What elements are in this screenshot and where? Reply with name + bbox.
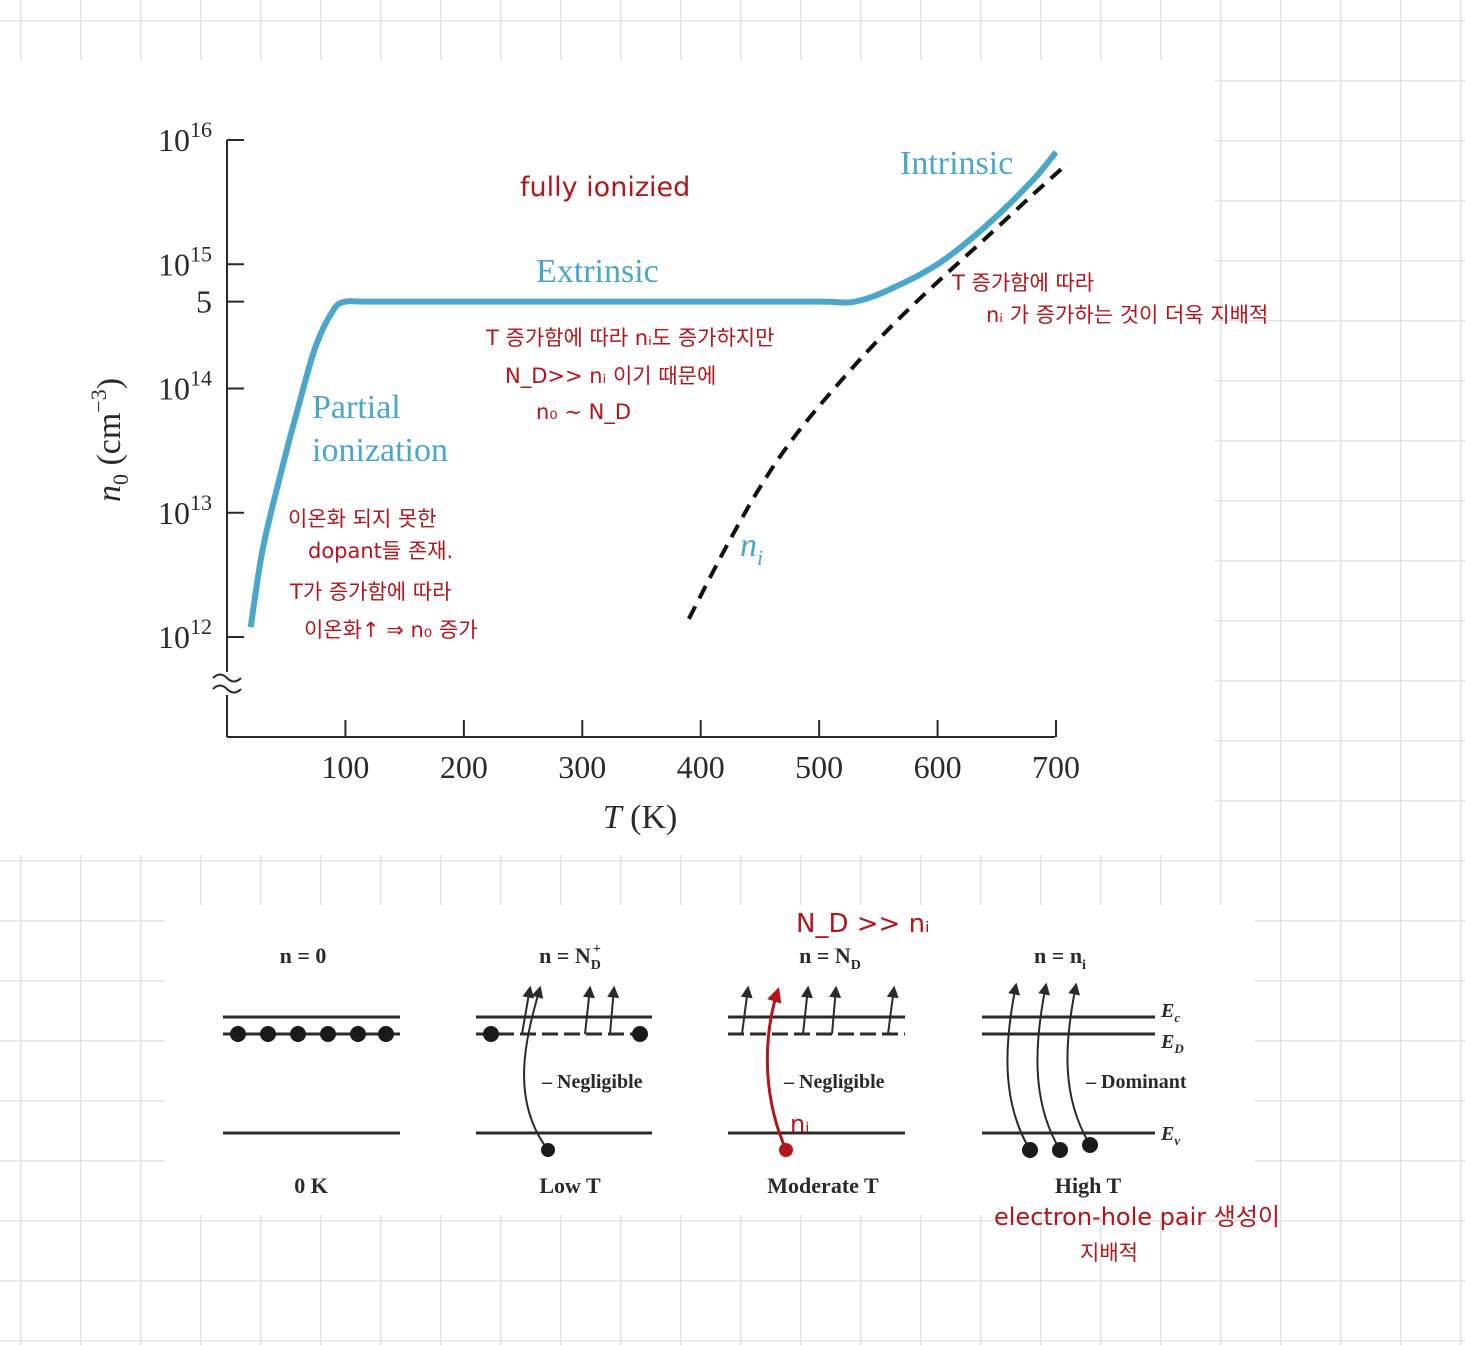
chart-panel xyxy=(0,60,1215,855)
note-extrinsic-line: n₀ ~ N_D xyxy=(536,400,631,425)
axes xyxy=(212,140,1055,738)
x-tick-label: 400 xyxy=(677,749,725,785)
y-tick-label: 1014 xyxy=(158,366,212,407)
note-partial-line: dopant들 존재. xyxy=(308,539,453,563)
note-partial-line: 이온화↑ ⇒ n₀ 증가 xyxy=(304,618,478,642)
x-tick-label: 200 xyxy=(440,749,488,785)
series-n0-line xyxy=(247,150,1059,628)
series-layer xyxy=(247,150,1070,628)
y-tick-label: 1013 xyxy=(158,490,212,531)
y-tick-label: 5 xyxy=(196,284,212,320)
note-partial: 이온화 되지 못한 dopant들 존재. T가 증가함에 따라 이온화↑ ⇒ … xyxy=(288,507,478,642)
x-tick-label: 500 xyxy=(795,749,843,785)
note-intrinsic-line: nᵢ 가 증가하는 것이 더욱 지배적 xyxy=(986,303,1268,327)
axis-break-icon xyxy=(212,673,242,694)
y-tick-label: 1012 xyxy=(158,614,212,655)
band-diagram-panel xyxy=(165,905,1255,1215)
region-label-extrinsic: Extrinsic xyxy=(536,253,659,290)
note-high-t: 지배적 xyxy=(1080,1241,1138,1265)
y-tick-label: 1015 xyxy=(158,241,212,282)
note-extrinsic-line: N_D>> nᵢ 이기 때문에 xyxy=(505,364,716,389)
x-ticks: 100 200 300 400 500 600 700 xyxy=(321,720,1080,785)
x-tick-label: 100 xyxy=(321,749,369,785)
note-extrinsic-line: T 증가함에 따라 nᵢ도 증가하지만 xyxy=(485,326,774,350)
note-intrinsic-line: T 증가함에 따라 xyxy=(951,271,1094,295)
y-axis-title: n0 (cm−3) xyxy=(86,378,133,502)
x-tick-label: 700 xyxy=(1032,749,1080,785)
note-partial-line: 이온화 되지 못한 xyxy=(288,507,437,531)
note-partial-line: T가 증가함에 따라 xyxy=(289,580,451,604)
note-extrinsic: T 증가함에 따라 nᵢ도 증가하지만 N_D>> nᵢ 이기 때문에 n₀ ~… xyxy=(485,326,774,425)
note-fully-ionized: fully ionizied xyxy=(520,172,690,203)
series-ni-line xyxy=(687,161,1070,620)
region-label-ionization: ionization xyxy=(312,432,448,469)
ni-series-label: ni xyxy=(740,527,763,570)
y-tick-label: 1016 xyxy=(158,117,212,158)
region-label-partial: Partial xyxy=(312,389,401,426)
note-intrinsic: T 증가함에 따라 nᵢ 가 증가하는 것이 더욱 지배적 xyxy=(951,271,1268,327)
x-tick-label: 600 xyxy=(914,749,962,785)
x-axis-title: T (K) xyxy=(603,799,678,836)
x-tick-label: 300 xyxy=(558,749,606,785)
region-label-intrinsic: Intrinsic xyxy=(900,145,1013,182)
